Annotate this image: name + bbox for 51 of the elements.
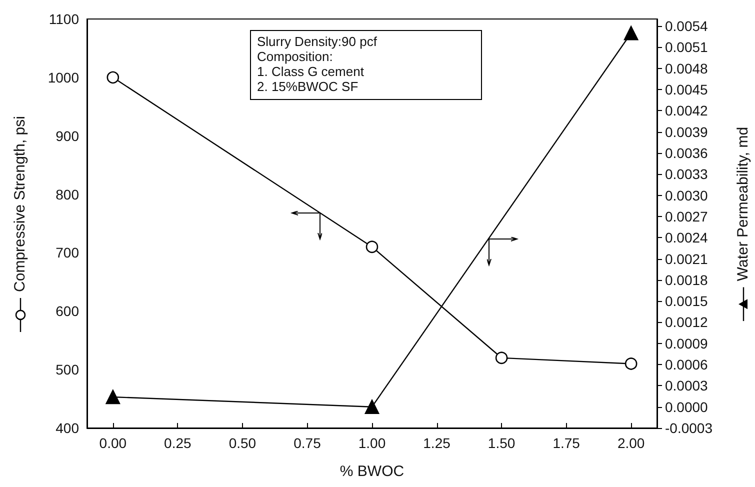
annotation: 1. Class G cement bbox=[257, 64, 365, 79]
annotation: Slurry Density:90 pcf bbox=[257, 34, 378, 49]
x-tick-label: 0.50 bbox=[228, 435, 256, 451]
x-tick-label: 2.00 bbox=[617, 435, 645, 451]
point bbox=[495, 352, 508, 364]
y-tick-label: 1000 bbox=[48, 69, 80, 86]
x-tick-label: 1.75 bbox=[552, 435, 580, 451]
x-tick-label: 1.00 bbox=[358, 435, 386, 451]
y2-tick-label: 0.0024 bbox=[665, 230, 708, 246]
x-axis-title: % BWOC bbox=[340, 463, 404, 480]
y2-tick-label: 0.0039 bbox=[665, 124, 708, 140]
y2-tick-label: 0.0036 bbox=[665, 144, 708, 161]
y2-tick-label: 0.0000 bbox=[665, 398, 708, 415]
point bbox=[106, 71, 120, 84]
y2-tick-label: 0.0012 bbox=[665, 314, 708, 330]
point bbox=[366, 240, 378, 254]
y2-axis-title: Water Permeability, md bbox=[734, 126, 752, 281]
y2-tick-label: 0.0045 bbox=[665, 82, 708, 98]
x-tick-label: 1.50 bbox=[488, 435, 516, 451]
y2-tick-label: 0.0030 bbox=[665, 187, 708, 204]
y-tick-label: 1100 bbox=[48, 11, 80, 27]
y2-tick-label: 0.0033 bbox=[665, 166, 708, 182]
y-tick-label: 400 bbox=[56, 420, 80, 436]
x-tick-label: 0.75 bbox=[294, 435, 322, 451]
y2-tick-label: 0.0051 bbox=[665, 39, 708, 56]
point bbox=[624, 26, 638, 40]
y2-tick-label: 0.0009 bbox=[665, 335, 708, 352]
point bbox=[106, 390, 120, 404]
y-tick-label: 600 bbox=[56, 303, 80, 320]
y-tick-label: 500 bbox=[56, 362, 80, 378]
y-axis-title: Compressive Strength, psi bbox=[12, 116, 28, 292]
y2-tick-label: 0.0021 bbox=[665, 250, 708, 267]
y2-tick-label: 0.0018 bbox=[665, 272, 708, 288]
y2-tick-label: 0.0048 bbox=[665, 60, 708, 76]
point bbox=[624, 358, 638, 370]
y-tick-label: 900 bbox=[56, 128, 80, 144]
y2-tick-label: 0.0006 bbox=[665, 356, 708, 373]
y2-tick-label: 0.0054 bbox=[665, 18, 708, 34]
point bbox=[364, 400, 380, 414]
y2-tick-label: 0.0027 bbox=[665, 208, 708, 224]
x-tick-label: 0.25 bbox=[164, 435, 192, 451]
y2-tick-label: -0.0003 bbox=[665, 420, 713, 436]
y2-tick-label: 0.0015 bbox=[665, 293, 708, 310]
y2-tick-label: 0.0003 bbox=[665, 378, 708, 394]
annotation: Composition: bbox=[257, 49, 334, 64]
annotation: 2. 15%BWOC SF bbox=[257, 79, 360, 94]
y-tick-label: 800 bbox=[56, 186, 80, 202]
y-tick-label: 700 bbox=[56, 244, 80, 261]
x-tick-label: 0.00 bbox=[99, 435, 127, 451]
y2-tick-label: 0.0042 bbox=[665, 102, 708, 119]
x-tick-label: 1.25 bbox=[423, 435, 451, 451]
